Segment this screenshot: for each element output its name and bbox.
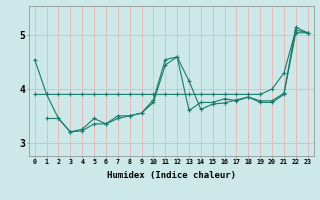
X-axis label: Humidex (Indice chaleur): Humidex (Indice chaleur) <box>107 171 236 180</box>
